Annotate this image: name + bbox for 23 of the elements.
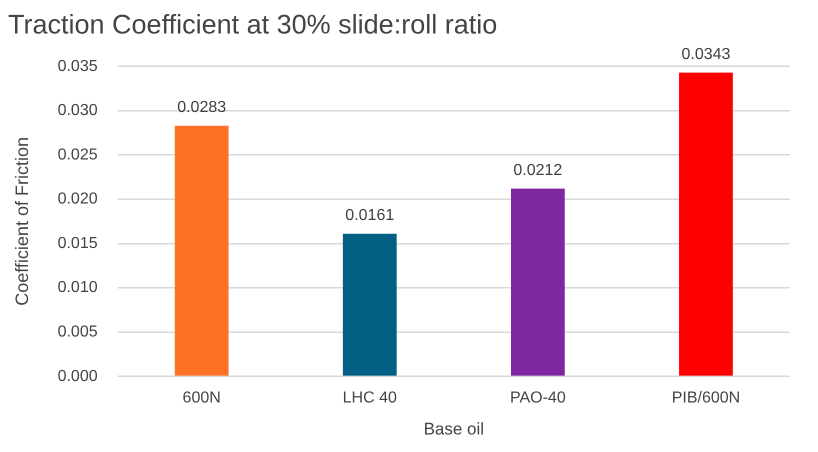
data-label: 0.0212 xyxy=(513,162,562,180)
bar xyxy=(342,234,397,376)
y-tick-label: 0.020 xyxy=(58,190,98,208)
data-label: 0.0283 xyxy=(177,99,226,116)
data-label: 0.0161 xyxy=(345,207,394,224)
x-tick-label: LHC 40 xyxy=(342,389,397,406)
x-tick-label: 600N xyxy=(182,389,221,406)
y-axis-title: Coefficient of Friction xyxy=(12,137,32,306)
bar xyxy=(679,72,733,376)
x-axis-title: Base oil xyxy=(424,419,484,438)
chart-title: Traction Coefficient at 30% slide:roll ratio xyxy=(8,10,498,40)
y-tick-label: 0.030 xyxy=(58,102,98,120)
y-tick-label: 0.025 xyxy=(58,146,98,164)
y-tick-label: 0.015 xyxy=(58,234,98,252)
x-tick-label: PIB/600N xyxy=(672,389,740,406)
data-label: 0.0343 xyxy=(681,46,731,64)
x-tick-label: PAO-40 xyxy=(510,389,566,406)
y-tick-label: 0.005 xyxy=(58,324,98,341)
y-tick-label: 0.000 xyxy=(58,368,98,385)
y-tick-label: 0.010 xyxy=(58,279,98,296)
y-tick-label: 0.035 xyxy=(58,58,98,75)
bar xyxy=(510,188,565,376)
bar xyxy=(174,126,229,376)
